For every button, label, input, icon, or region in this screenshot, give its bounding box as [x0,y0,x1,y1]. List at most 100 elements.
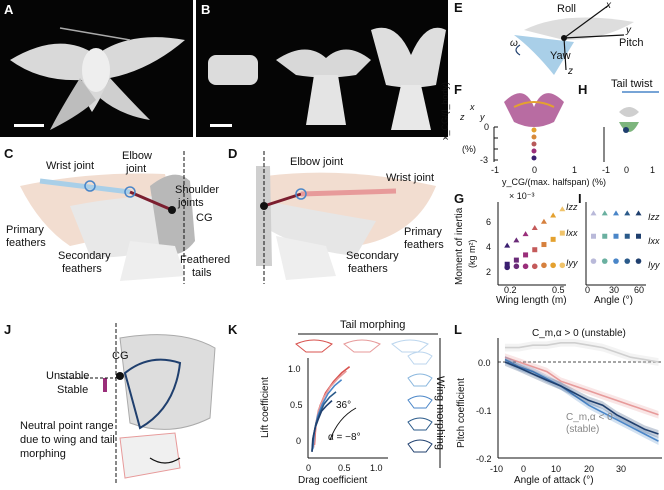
i-point-iyy [624,258,631,264]
g-point-izz [504,242,511,248]
panel-label-j: J [4,322,12,337]
i-point-izz [624,210,631,216]
f-axis-y: y [480,112,485,122]
label-elbow: Elbow [122,150,152,162]
g-ytick-6: 6 [486,217,492,227]
label-cg: CG [196,212,213,224]
g-point-ixx [504,261,510,267]
label-secondary: Secondary [346,250,399,262]
l-xtick-0: 0 [521,464,527,474]
k-ytick-1: 1.0 [288,364,301,374]
g-ytick-2: 2 [486,267,492,277]
label-feathered-tails: tails [192,267,212,279]
roll-label: Roll [557,3,576,15]
panel-l: Pitch coefficient Angle of attack (°) C_… [454,318,664,488]
panel-e-axes: Roll Pitch Yaw x y z ω [454,0,664,80]
f-xtick-2: 1 [572,165,578,175]
panel-label-h: H [578,82,588,97]
j-label-np3: morphing [20,448,66,460]
panel-gi: × 10⁻³ Moment of inertia (kg m²) 2 4 6 0… [454,190,664,306]
g-point-ixx [550,236,556,242]
k-ytick-05: 0.5 [290,400,303,410]
omega-label: ω [510,38,518,49]
l-stable: C_m,α < 0 [566,412,613,423]
l-xlabel: Angle of attack (°) [514,475,594,486]
i-point-ixx [602,233,608,239]
i-xtick-60: 60 [634,285,645,295]
j-label-np2: due to wing and tail [20,434,115,446]
panel-k: Tail morphing Wing morphing Lift coeffic… [228,318,454,488]
f-axis-z: z [460,112,465,122]
panel-fh: x y z Tail twist x_CG/(l_body) (%) 0 -3 … [440,78,664,190]
f-axis-x: x [470,102,475,112]
g-point-iyy [504,264,510,271]
g-iyy-label: Iyy [566,258,578,268]
wrist-joint-marker [84,180,96,192]
x-label: x [606,0,611,11]
label-shoulder: Shoulder [175,184,220,196]
k-ytick-0: 0 [296,436,302,446]
g-ixx-label: Ixx [566,228,578,238]
k-wing-icon [407,351,433,365]
panel-label-a: A [4,2,14,17]
label-elbow-joint: Elbow joint [290,156,344,168]
label-secondary: Secondary [58,250,111,262]
label-secondary-feathers: feathers [62,263,102,275]
i-point-izz [601,210,608,216]
k-xtick-1: 1.0 [370,463,383,473]
label-wrist-joint: Wrist joint [386,172,435,184]
g-point-izz [559,206,566,212]
l-series-navy [504,361,659,435]
panel-c-diagram: Wrist joint Elbow joint Shoulder joints … [0,146,226,284]
g-point-iyy [559,262,566,269]
l-series-blue [504,358,659,442]
label-secondary-feathers: feathers [348,263,388,275]
g-ytick-4: 4 [486,242,492,252]
k-xlabel: Drag coefficient [298,475,368,486]
k-series-config5 [311,400,333,452]
cg-marker [168,206,176,214]
l-xtick-30: 30 [616,464,627,474]
i-point-izz [635,210,642,216]
j-label-stable: Stable [57,384,89,396]
f-ylabel: x_CG/(l_body) [440,81,450,140]
y-axis-line [563,34,625,39]
g-izz-label: Izz [566,202,578,212]
g-point-iyy [550,262,556,269]
h-cg-point [623,127,629,133]
l-xtick-10: 10 [551,464,562,474]
g-point-iyy [522,263,529,270]
z-axis-line [563,37,567,71]
i-point-izz [613,210,619,216]
f-yunit: (%) [462,144,476,154]
g-point-izz [522,231,529,237]
g-point-iyy [513,263,520,270]
photo-a [0,0,193,137]
k-xtick-0: 0 [306,463,312,473]
label-primary: Primary [404,226,442,238]
l-ylabel: Pitch coefficient [456,378,467,448]
k-ylabel: Lift coefficient [260,377,271,438]
h-xtick-1: 0 [624,165,630,175]
i-point-ixx [591,233,596,239]
g-point-izz [540,218,547,224]
robot-bird-flying-illustration [10,27,185,130]
i-xtick-0: 0 [585,285,591,295]
g-xtick-05: 0.5 [552,285,565,295]
k-tail-icon [391,339,429,353]
i-point-iyy [601,258,608,264]
l-band-pink [504,353,659,419]
g-point-izz [550,212,557,218]
panel-j-diagram: CG Unstable Stable Neutral point range d… [0,318,226,483]
l-xtick-20: 20 [584,464,595,474]
elbow-joint-marker [124,186,136,198]
g-xlabel: Wing length (m) [496,295,567,306]
panel-label-i: I [578,191,582,206]
g-ylabel: Moment of inertia [454,207,465,285]
g-scale: × 10⁻³ [509,191,535,201]
l-unstable: C_m,α > 0 (unstable) [532,328,626,339]
g-point-izz [531,224,538,230]
i-point-ixx [636,233,641,239]
label-wrist-joint: Wrist joint [46,160,95,172]
l-ytick-0: 0.0 [478,358,491,368]
